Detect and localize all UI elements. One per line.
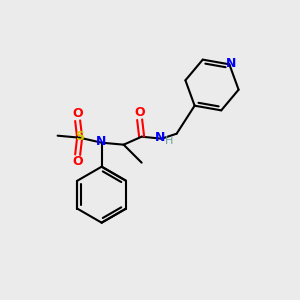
Text: N: N: [226, 57, 236, 70]
Text: S: S: [75, 130, 84, 143]
Text: O: O: [72, 107, 83, 120]
Text: N: N: [95, 135, 106, 148]
Text: H: H: [164, 136, 173, 146]
Text: O: O: [134, 106, 145, 119]
Text: O: O: [72, 155, 83, 168]
Text: N: N: [154, 131, 165, 144]
